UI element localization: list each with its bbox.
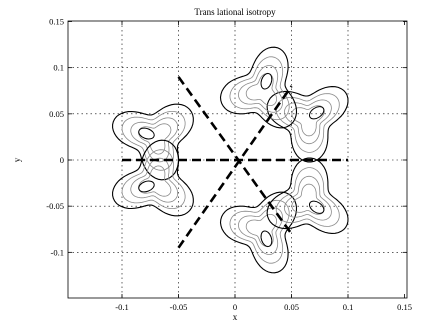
plot-frame [67, 20, 408, 299]
contour-lobes [112, 46, 349, 274]
y-tick-label: 0 [60, 155, 64, 165]
contour-core [138, 127, 155, 140]
x-axis-ticks: -0.1 -0.05 0 0.05 0.1 0.15 [115, 21, 412, 312]
contour-outer [219, 191, 298, 274]
y-tick-label: 0.05 [49, 109, 64, 119]
contour-inner [291, 105, 325, 137]
y-axis-label: y [12, 157, 22, 162]
contour-inner [275, 93, 340, 153]
x-axis-label: x [233, 312, 238, 322]
contour-lobe [219, 46, 298, 129]
contour-inner [121, 111, 186, 171]
contour-outer [112, 139, 194, 217]
contour-inner [275, 167, 340, 227]
contour-inner [291, 183, 325, 215]
contour-inner [245, 213, 277, 248]
symmetry-lines [122, 76, 348, 249]
contour-core [309, 200, 325, 214]
contour-core [309, 106, 325, 120]
contour-lobe [266, 86, 349, 163]
contour-inner [245, 72, 277, 106]
y-tick-label: -0.1 [51, 247, 64, 257]
x-tick-label: 0.05 [284, 302, 299, 312]
chart-title: Trans lational isotropy [194, 7, 276, 17]
y-tick-label: 0.1 [53, 63, 64, 73]
contour-core [260, 73, 273, 90]
contour-lobe [219, 191, 298, 274]
contour-inner [130, 157, 179, 203]
y-axis-ticks: -0.1 -0.05 0 0.05 0.1 0.15 [46, 17, 407, 257]
x-tick-label: -0.1 [115, 302, 128, 312]
contour-outer [266, 86, 349, 163]
contour-inner [238, 65, 283, 113]
contour-lobe [266, 157, 349, 234]
contour-inner [121, 149, 186, 210]
contour-inner [138, 165, 172, 197]
symmetry-line-1 [177, 85, 293, 249]
symmetry-line-2 [177, 76, 293, 235]
contour-inner [238, 207, 283, 255]
grid [68, 21, 407, 298]
contour-outer [219, 46, 298, 129]
contour-inner [284, 99, 332, 145]
contour-core [260, 230, 273, 247]
x-tick-label: 0 [233, 302, 237, 312]
y-tick-label: 0.15 [49, 17, 64, 27]
contour-lobe [112, 139, 194, 217]
contour-inner [229, 56, 290, 121]
contour-inner [284, 175, 332, 221]
contour-inner [229, 199, 290, 264]
x-tick-label: 0.15 [397, 302, 412, 312]
x-tick-label: 0.1 [343, 302, 354, 312]
contour-core [138, 180, 155, 193]
contour-outer [266, 157, 349, 234]
x-tick-label: -0.05 [170, 302, 188, 312]
contour-outer [112, 103, 194, 181]
y-tick-label: -0.05 [46, 201, 64, 211]
